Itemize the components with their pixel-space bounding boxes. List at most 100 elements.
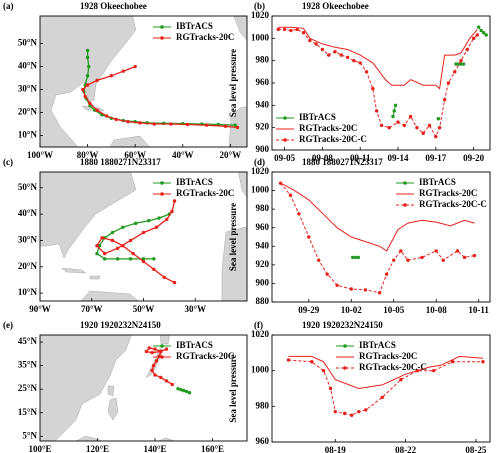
y-tick-label: 15°N xyxy=(18,407,38,417)
series-marker xyxy=(415,368,420,373)
series-marker xyxy=(321,368,326,373)
legend-label: RGTracks-20C xyxy=(419,188,477,198)
series-marker xyxy=(357,409,361,414)
series-marker xyxy=(374,109,379,113)
x-tick-label: 30°W xyxy=(184,304,206,314)
series-marker xyxy=(301,31,306,35)
series-marker xyxy=(421,131,425,135)
series-marker xyxy=(380,395,384,400)
legend-label: RGTracks-20C xyxy=(176,188,234,198)
series-marker xyxy=(327,53,331,57)
series-marker xyxy=(121,225,125,229)
series-marker xyxy=(131,251,135,256)
legend-marker xyxy=(283,116,287,120)
series-marker xyxy=(471,36,476,41)
series-marker xyxy=(297,212,301,216)
x-tick-label: 09-17 xyxy=(425,153,446,163)
series-marker xyxy=(204,123,209,127)
series-marker xyxy=(325,272,329,276)
legend-label: RGTracks-20C xyxy=(359,351,417,361)
y-tick-label: 940 xyxy=(256,99,270,109)
series-marker xyxy=(349,287,353,291)
series-marker xyxy=(353,255,358,260)
series-marker xyxy=(396,120,400,124)
y-tick-label: 45°N xyxy=(18,336,38,346)
plot-frame xyxy=(271,15,491,151)
legend-marker xyxy=(160,25,164,29)
series-marker xyxy=(223,124,228,129)
series-marker xyxy=(420,255,424,260)
legend-marker xyxy=(403,203,407,207)
legend-marker xyxy=(160,192,164,196)
series-marker xyxy=(134,221,138,226)
y-tick-label: 900 xyxy=(256,277,270,287)
series-line xyxy=(278,26,478,90)
legend-label: IBTrACS xyxy=(176,340,213,350)
plot-frame xyxy=(271,171,491,303)
series-marker xyxy=(110,238,115,243)
series-marker xyxy=(286,358,291,362)
series-marker xyxy=(391,114,395,119)
series-group xyxy=(81,48,240,130)
series-marker xyxy=(104,114,109,118)
series-marker xyxy=(393,103,398,108)
plot-frame xyxy=(39,171,248,302)
series-marker xyxy=(164,379,169,383)
series-marker xyxy=(442,98,447,102)
series-marker xyxy=(170,382,174,387)
plot-frame xyxy=(39,15,248,148)
legend-marker xyxy=(160,344,164,348)
series-marker xyxy=(455,249,460,253)
series-marker xyxy=(151,363,156,368)
y-tick-label: 40°N xyxy=(18,61,38,71)
series-marker xyxy=(150,350,154,355)
panel: (f) 1920 1920232N24150 Sea level pressure 0… xyxy=(228,320,491,453)
panel-title: 1880 1880271N23317 xyxy=(80,157,161,167)
series-marker xyxy=(179,387,183,392)
panel-title: 1928 Okeechobee xyxy=(80,1,147,11)
series-group xyxy=(95,199,177,285)
series-marker xyxy=(157,216,161,220)
series-marker xyxy=(399,249,403,253)
series-marker xyxy=(85,74,90,78)
panel-title: 1920 1920232N24150 xyxy=(302,320,383,330)
series-marker xyxy=(432,368,436,373)
series-marker xyxy=(356,255,361,260)
series-marker xyxy=(352,58,356,63)
series-marker xyxy=(162,275,166,280)
x-tick-label: 60°W xyxy=(124,150,146,160)
x-tick-label: 100°W xyxy=(27,150,53,160)
y-tick-label: 35°N xyxy=(18,360,38,370)
y-tick-label: 20°N xyxy=(18,107,38,117)
legend-marker xyxy=(403,181,407,185)
x-tick-label: 09-05 xyxy=(274,153,295,163)
series-marker xyxy=(328,386,333,391)
series-group xyxy=(144,346,192,395)
panel-title: 1928 Okeechobee xyxy=(302,1,369,11)
y-tick-label: 1000 xyxy=(251,185,270,195)
series-group xyxy=(286,355,485,417)
y-tick-label: 980 xyxy=(256,400,270,410)
panel-label: (b) xyxy=(254,1,265,11)
y-tick-label: 920 xyxy=(256,122,270,132)
series-marker xyxy=(308,38,312,43)
legend-label: RGTracks-20C xyxy=(176,32,234,42)
series-marker xyxy=(288,193,293,197)
y-tick-label: 1020 xyxy=(251,10,270,20)
series-marker xyxy=(364,408,368,412)
series-marker xyxy=(310,360,314,364)
series-line xyxy=(96,200,176,284)
legend-label: IBTrACS xyxy=(299,112,336,122)
series-marker xyxy=(484,33,488,37)
plot-frame xyxy=(271,334,491,443)
series-marker xyxy=(462,255,467,260)
y-axis-label: Sea level pressure xyxy=(228,354,238,422)
panel-label: (f) xyxy=(254,320,263,330)
series-marker xyxy=(392,109,396,113)
series-marker xyxy=(133,64,137,69)
series-marker xyxy=(141,230,146,235)
y-tick-label: 1020 xyxy=(251,329,270,339)
series-marker xyxy=(476,25,481,29)
series-marker xyxy=(364,70,369,74)
series-marker xyxy=(152,267,156,272)
